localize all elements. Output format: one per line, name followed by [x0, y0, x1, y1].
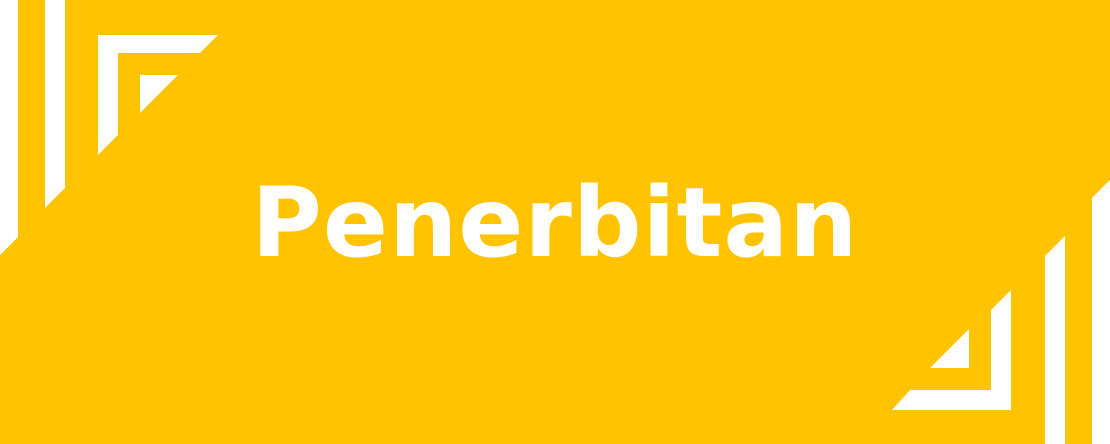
banner-title: Penerbitan [251, 167, 859, 279]
corner-decoration-top-left [0, 0, 218, 255]
corner-decoration-bottom-right [892, 180, 1110, 444]
